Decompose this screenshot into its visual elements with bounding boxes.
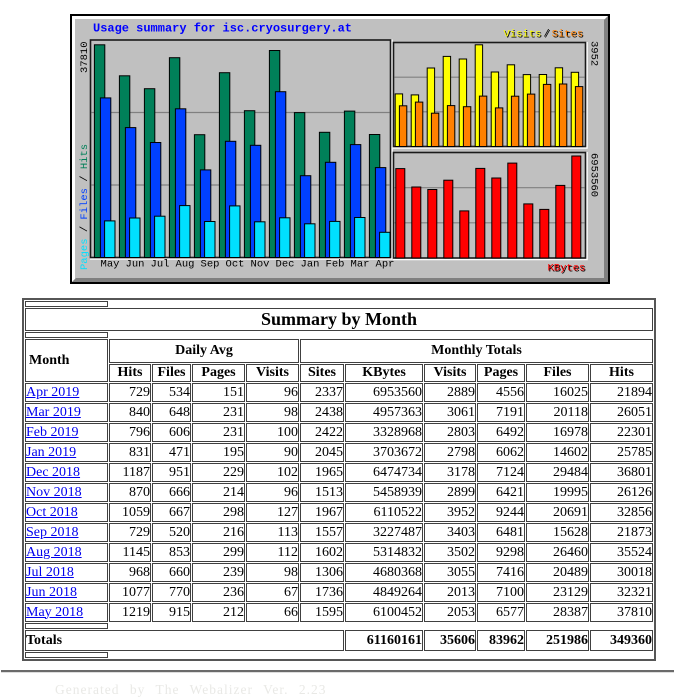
svg-text:Visits/Sites: Visits / Sites (505, 29, 585, 41)
svg-text:Pages / Files / Hits: Pages / Files / Hits (79, 144, 91, 270)
svg-text:Feb: Feb (326, 258, 345, 270)
svg-text:Apr: Apr (376, 258, 395, 270)
svg-text:Mar: Mar (351, 258, 370, 270)
svg-text:KBytes: KBytes (548, 262, 586, 274)
svg-text:Visits/Sites: Visits / Sites (504, 28, 584, 40)
svg-text:6953560: 6953560 (588, 153, 600, 197)
svg-text:KBytes: KBytes (549, 263, 587, 275)
svg-text:Aug: Aug (176, 258, 195, 270)
svg-text:May: May (101, 258, 120, 270)
svg-text:Dec: Dec (276, 258, 295, 270)
svg-text:Jan: Jan (301, 258, 320, 270)
svg-text:Jun: Jun (126, 258, 145, 270)
svg-text:Jul: Jul (151, 258, 170, 270)
svg-text:3952: 3952 (588, 41, 600, 66)
svg-text:Nov: Nov (251, 258, 270, 270)
svg-text:37810: 37810 (79, 41, 91, 73)
svg-text:Oct: Oct (226, 258, 245, 270)
svg-text:Usage summary for isc.cryosurg: Usage summary for isc.cryosurgery.at (93, 22, 352, 36)
svg-text:Sep: Sep (201, 258, 220, 270)
